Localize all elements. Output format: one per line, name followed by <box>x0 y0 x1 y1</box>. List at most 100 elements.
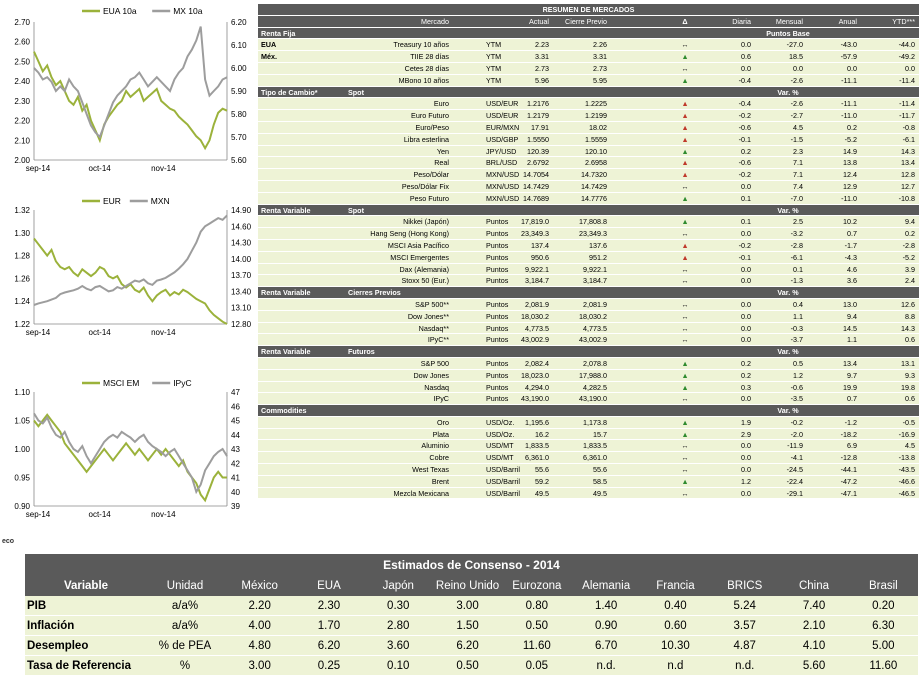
cell: Brasil <box>868 580 898 592</box>
consensus-row: Inflación a/a% 4.00 1.70 2.80 1.50 0.50 0.90 0.6… <box>25 616 918 636</box>
table-row: MBono 10 años YTM 5.96 5.95 ▲ -0.4 -2.6 -11.1 -1… <box>258 74 919 87</box>
row-name: Yen <box>436 146 449 156</box>
row-unit: USD/MT <box>486 453 514 463</box>
row-previous: 2.73 <box>593 63 607 73</box>
market-summary-table: RESUMEN DE MERCADOS Mercado Actual Cierre P… <box>258 4 919 500</box>
arrow-down-icon: ▲ <box>681 158 689 168</box>
cell: 5.24 <box>733 600 756 612</box>
row-daily: 0.0 <box>741 40 751 50</box>
row-unit: Puntos <box>486 299 509 309</box>
row-name: TIIE 28 días <box>410 52 449 62</box>
y-tick-label: 0.95 <box>14 474 30 483</box>
row-actual: 2.23 <box>535 40 549 50</box>
table-row: Dax (Alemania) Puntos 9,922.1 9,922.1 ↔ 0.0 0.… <box>258 263 919 276</box>
cell: Eurozona <box>512 580 562 592</box>
row-name: Nikkei (Japón) <box>403 217 449 227</box>
cell: 0.50 <box>525 620 549 632</box>
row-ytd: -13.8 <box>898 453 915 463</box>
row-annual: 1.1 <box>847 335 857 345</box>
y2-tick-label: 5.70 <box>231 133 247 142</box>
cell: 1.50 <box>456 620 479 632</box>
cell: EUA <box>317 580 341 592</box>
row-monthly: -0.3 <box>790 323 803 333</box>
cell: 3.00 <box>456 600 479 612</box>
section-unit: Var. % <box>777 406 799 416</box>
row-ytd: -5.2 <box>902 252 915 262</box>
row-daily: 1.9 <box>741 417 751 427</box>
table-row: Yen JPY/USD 120.39 120.10 ▲ 0.2 2.3 14.9 14.3 <box>258 145 919 158</box>
market-col-headers: Mercado Actual Cierre Previo Δ Diaria Mensual… <box>258 15 919 28</box>
legend: MSCI EM IPyC <box>82 378 192 388</box>
y2-tick-label: 6.20 <box>231 18 247 27</box>
row-actual: 3.31 <box>535 52 549 62</box>
arrow-flat-icon: ↔ <box>681 63 689 73</box>
row-daily: 2.9 <box>741 429 751 439</box>
row-annual: 13.8 <box>843 158 857 168</box>
row-daily: 0.2 <box>741 370 751 380</box>
arrow-flat-icon: ↔ <box>681 276 689 286</box>
row-name: S&P 500 <box>420 358 449 368</box>
row-name: Treasury 10 años <box>393 40 449 50</box>
y-tick-label: 2.40 <box>14 77 30 86</box>
row-monthly: -22.4 <box>786 476 803 486</box>
y-tick-label: 2.30 <box>14 97 30 106</box>
arrow-down-icon: ▲ <box>681 134 689 144</box>
arrow-up-icon: ▲ <box>681 370 689 380</box>
section-name: Renta Variable <box>261 347 311 357</box>
row-name: Brent <box>431 476 449 486</box>
row-name: Euro Futuro <box>411 111 449 121</box>
table-row: Aluminio USD/MT 1,833.5 1,833.5 ↔ 0.0 -11.9 6.9… <box>258 440 919 453</box>
arrow-down-icon: ▲ <box>681 240 689 250</box>
row-monthly: -3.2 <box>790 229 803 239</box>
row-previous: 6,361.0 <box>583 453 607 463</box>
y-tick-label: 1.10 <box>14 388 30 397</box>
table-row: Plata USD/Oz. 16.2 15.7 ▲ 2.9 -2.0 -18.2 -16.9 <box>258 428 919 441</box>
row-monthly: 4.5 <box>793 122 803 132</box>
row-daily: 0.0 <box>741 311 751 321</box>
section-name: Renta Fija <box>261 28 296 38</box>
cell: 3.00 <box>248 660 271 672</box>
row-annual: -43.0 <box>840 40 857 50</box>
y2-tick-label: 5.90 <box>231 87 247 96</box>
cell: 0.80 <box>525 600 549 612</box>
row-previous: 951.2 <box>589 252 607 262</box>
cell: 4.00 <box>248 620 271 632</box>
cell: 7.40 <box>802 600 826 612</box>
row-daily: 1.2 <box>741 476 751 486</box>
row-ytd: 12.6 <box>901 299 915 309</box>
row-ytd: 14.3 <box>901 146 915 156</box>
row-daily: 0.0 <box>741 488 751 498</box>
y2-tick-label: 44 <box>231 431 240 440</box>
row-daily: 0.1 <box>741 193 751 203</box>
row-unit: Puntos <box>486 240 509 250</box>
y2-tick-label: 14.30 <box>231 239 252 248</box>
row-annual: 12.4 <box>843 170 857 180</box>
consensus-table: Estimados de Consenso - 2014 Variable Unid… <box>25 554 918 676</box>
row-ytd: 9.3 <box>905 370 915 380</box>
row-previous: 23,349.3 <box>579 229 607 239</box>
row-annual: 0.0 <box>847 63 857 73</box>
row-monthly: 0.0 <box>793 63 803 73</box>
row-annual: 10.2 <box>843 217 857 227</box>
arrow-flat-icon: ↔ <box>681 264 689 274</box>
row-annual: -11.0 <box>841 193 857 203</box>
row-previous: 5.95 <box>593 75 607 85</box>
row-annual: 12.9 <box>843 181 857 191</box>
row-previous: 43,190.0 <box>579 394 607 404</box>
table-row: MSCI Emergentes Puntos 950.6 951.2 ▲ -0.1 -6.1… <box>258 251 919 264</box>
row-name: Euro <box>433 99 449 109</box>
table-row: Oro USD/Oz. 1,195.6 1,173.8 ▲ 1.9 -0.2 -1.2 -0.5 <box>258 416 919 429</box>
y-tick-label: 2.60 <box>14 38 30 47</box>
table-row: S&P 500 Puntos 2,082.4 2,078.8 ▲ 0.2 0.5 13.4 13… <box>258 357 919 370</box>
table-row: IPyC** Puntos 43,002.9 43,002.9 ↔ 0.0 -3.7 1.1 0… <box>258 334 919 347</box>
row-ytd: -16.9 <box>898 429 915 439</box>
row-daily: 0.0 <box>741 63 751 73</box>
row-name: Dax (Alemania) <box>399 264 449 274</box>
row-label: Variable <box>63 580 109 592</box>
x-tick-label: sep-14 <box>26 510 51 519</box>
row-previous: 18,030.2 <box>579 311 607 321</box>
consensus-row: Tasa de Referencia% 3.00 0.25 0.10 0.50 0.05 n… <box>25 656 918 676</box>
row-previous: 3.31 <box>593 52 607 62</box>
section-name: Commodities <box>261 406 307 416</box>
table-row: Nasdaq Puntos 4,294.0 4,282.5 ▲ 0.3 -0.6 19.9 19… <box>258 381 919 394</box>
